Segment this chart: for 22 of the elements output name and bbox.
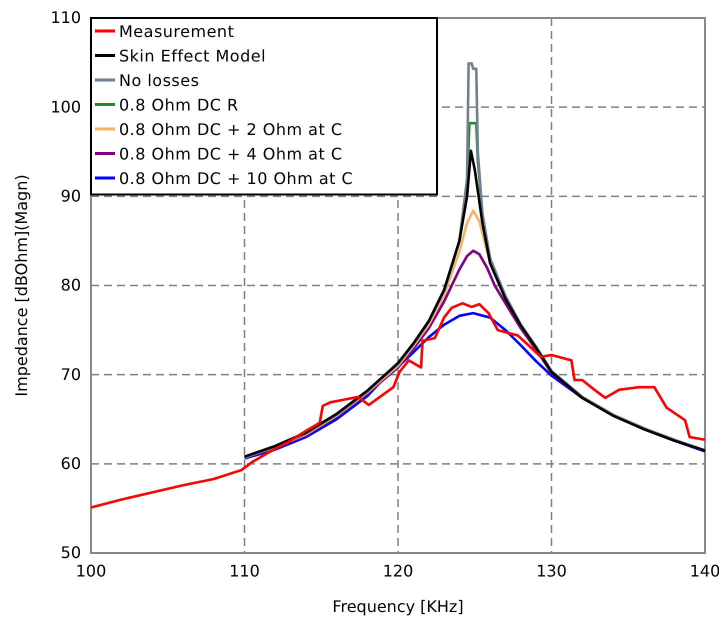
x-axis-title: Frequency [KHz] xyxy=(332,597,464,616)
legend-label: Skin Effect Model xyxy=(119,46,266,66)
x-tick-label: 120 xyxy=(382,561,414,580)
y-tick-label: 100 xyxy=(50,97,81,116)
legend-label: 0.8 Ohm DC + 4 Ohm at C xyxy=(119,144,343,164)
legend-label: No losses xyxy=(119,71,200,90)
legend-label: 0.8 Ohm DC + 10 Ohm at C xyxy=(119,169,354,188)
y-tick-label: 110 xyxy=(50,8,81,28)
legend-label: 0.8 Ohm DC + 2 Ohm at C xyxy=(119,120,343,139)
y-tick-label: 80 xyxy=(60,276,81,295)
y-tick-label: 60 xyxy=(60,454,81,473)
line-series xyxy=(90,302,706,509)
x-tick-label: 140 xyxy=(690,561,719,580)
y-axis-title: Impedance [dBOhm](Magn) xyxy=(12,174,31,397)
y-tick-label: 70 xyxy=(60,364,81,384)
y-tick-label: 90 xyxy=(60,186,81,206)
y-tick-label: 50 xyxy=(60,543,81,562)
legend-label: 0.8 Ohm DC R xyxy=(119,96,239,114)
x-tick-label: 110 xyxy=(229,561,260,580)
x-tick-label: 100 xyxy=(76,561,106,580)
legend-label: Measurement xyxy=(119,22,234,41)
x-tick-label: 130 xyxy=(536,561,567,580)
